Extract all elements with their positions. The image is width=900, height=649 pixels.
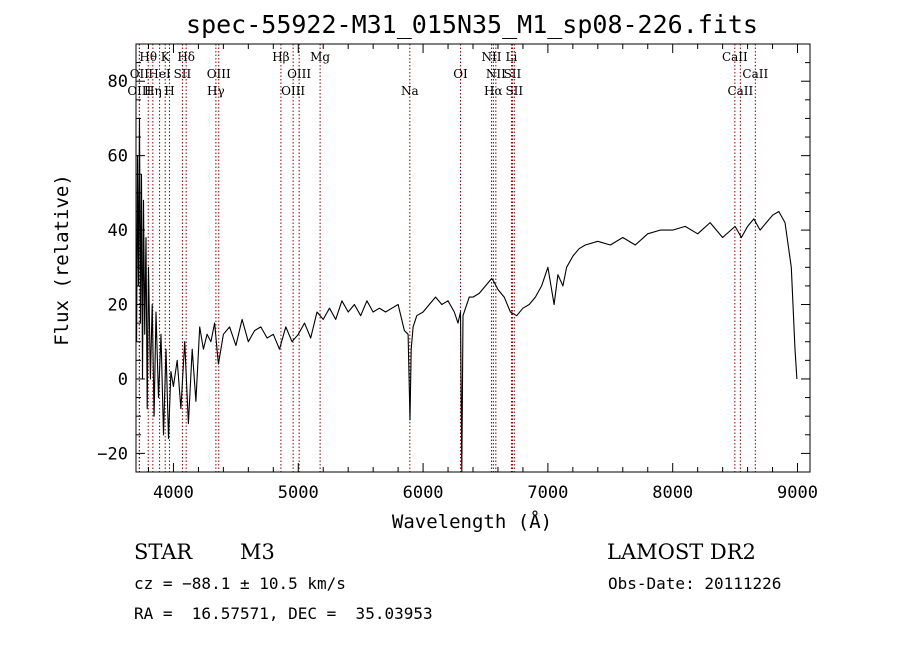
line-label: Hη — [144, 84, 162, 98]
line-label: Na — [401, 84, 419, 98]
line-label: NII — [481, 50, 501, 64]
x-tick-label: 6000 — [403, 483, 444, 503]
chart-title: spec-55922-M31_015N35_M1_sp08-226.fits — [186, 10, 758, 39]
object-class: STAR — [134, 540, 193, 564]
x-tick-label: 8000 — [652, 483, 693, 503]
line-label: Hα — [484, 84, 503, 98]
line-label: SII — [174, 67, 192, 81]
line-label: OIII — [127, 84, 151, 98]
line-label: Li — [506, 50, 518, 64]
x-tick-label: 5000 — [278, 483, 319, 503]
spectral-line-markers — [138, 44, 756, 472]
spectrum-line — [136, 117, 798, 473]
line-label: CaII — [742, 67, 768, 81]
y-axis: −20 0 20 40 60 80 — [97, 62, 810, 464]
object-subclass: M3 — [240, 540, 275, 564]
line-label: Mg — [310, 50, 330, 64]
line-label: SII — [504, 67, 522, 81]
survey-name: LAMOST DR2 — [607, 540, 756, 564]
coordinates: RA = 16.57571, DEC = 35.03953 — [134, 604, 433, 623]
x-tick-label: 9000 — [777, 483, 818, 503]
y-tick-label: 20 — [108, 296, 128, 316]
y-tick-label: 60 — [108, 147, 128, 167]
line-label: Hθ — [139, 50, 157, 64]
y-tick-label: 0 — [118, 370, 128, 390]
line-label: H — [164, 84, 174, 98]
line-label: OIII — [281, 84, 305, 98]
line-label: NII — [486, 67, 506, 81]
line-label: Hδ — [177, 50, 195, 64]
line-label: OII — [130, 67, 150, 81]
x-tick-label: 7000 — [527, 483, 568, 503]
plot-frame — [135, 43, 811, 473]
line-label: K — [161, 50, 171, 64]
line-label: OIII — [207, 67, 231, 81]
x-axis: 4000 5000 6000 7000 8000 9000 — [147, 44, 818, 503]
redshift-info: cz = −88.1 ± 10.5 km/s — [134, 574, 346, 593]
x-tick-label: 4000 — [153, 483, 194, 503]
spectral-line-labels: HθOIIOIIIHηHeIKHSIIHδHγOIIIHβOIIIOIIIMgN… — [127, 50, 768, 98]
x-axis-label: Wavelength (Å) — [392, 510, 552, 533]
line-label: OI — [453, 67, 468, 81]
line-label: CaII — [727, 84, 753, 98]
y-tick-label: 80 — [108, 72, 128, 92]
y-tick-label: 40 — [108, 221, 128, 241]
y-axis-label: Flux (relative) — [51, 174, 73, 346]
line-label: OIII — [287, 67, 311, 81]
line-label: HeI — [148, 67, 171, 81]
line-label: Hγ — [207, 84, 225, 98]
line-label: CaII — [722, 50, 748, 64]
line-label: SII — [505, 84, 523, 98]
line-label: Hβ — [272, 50, 289, 64]
y-tick-label: −20 — [97, 444, 128, 464]
obs-date: Obs-Date: 20111226 — [608, 574, 782, 593]
